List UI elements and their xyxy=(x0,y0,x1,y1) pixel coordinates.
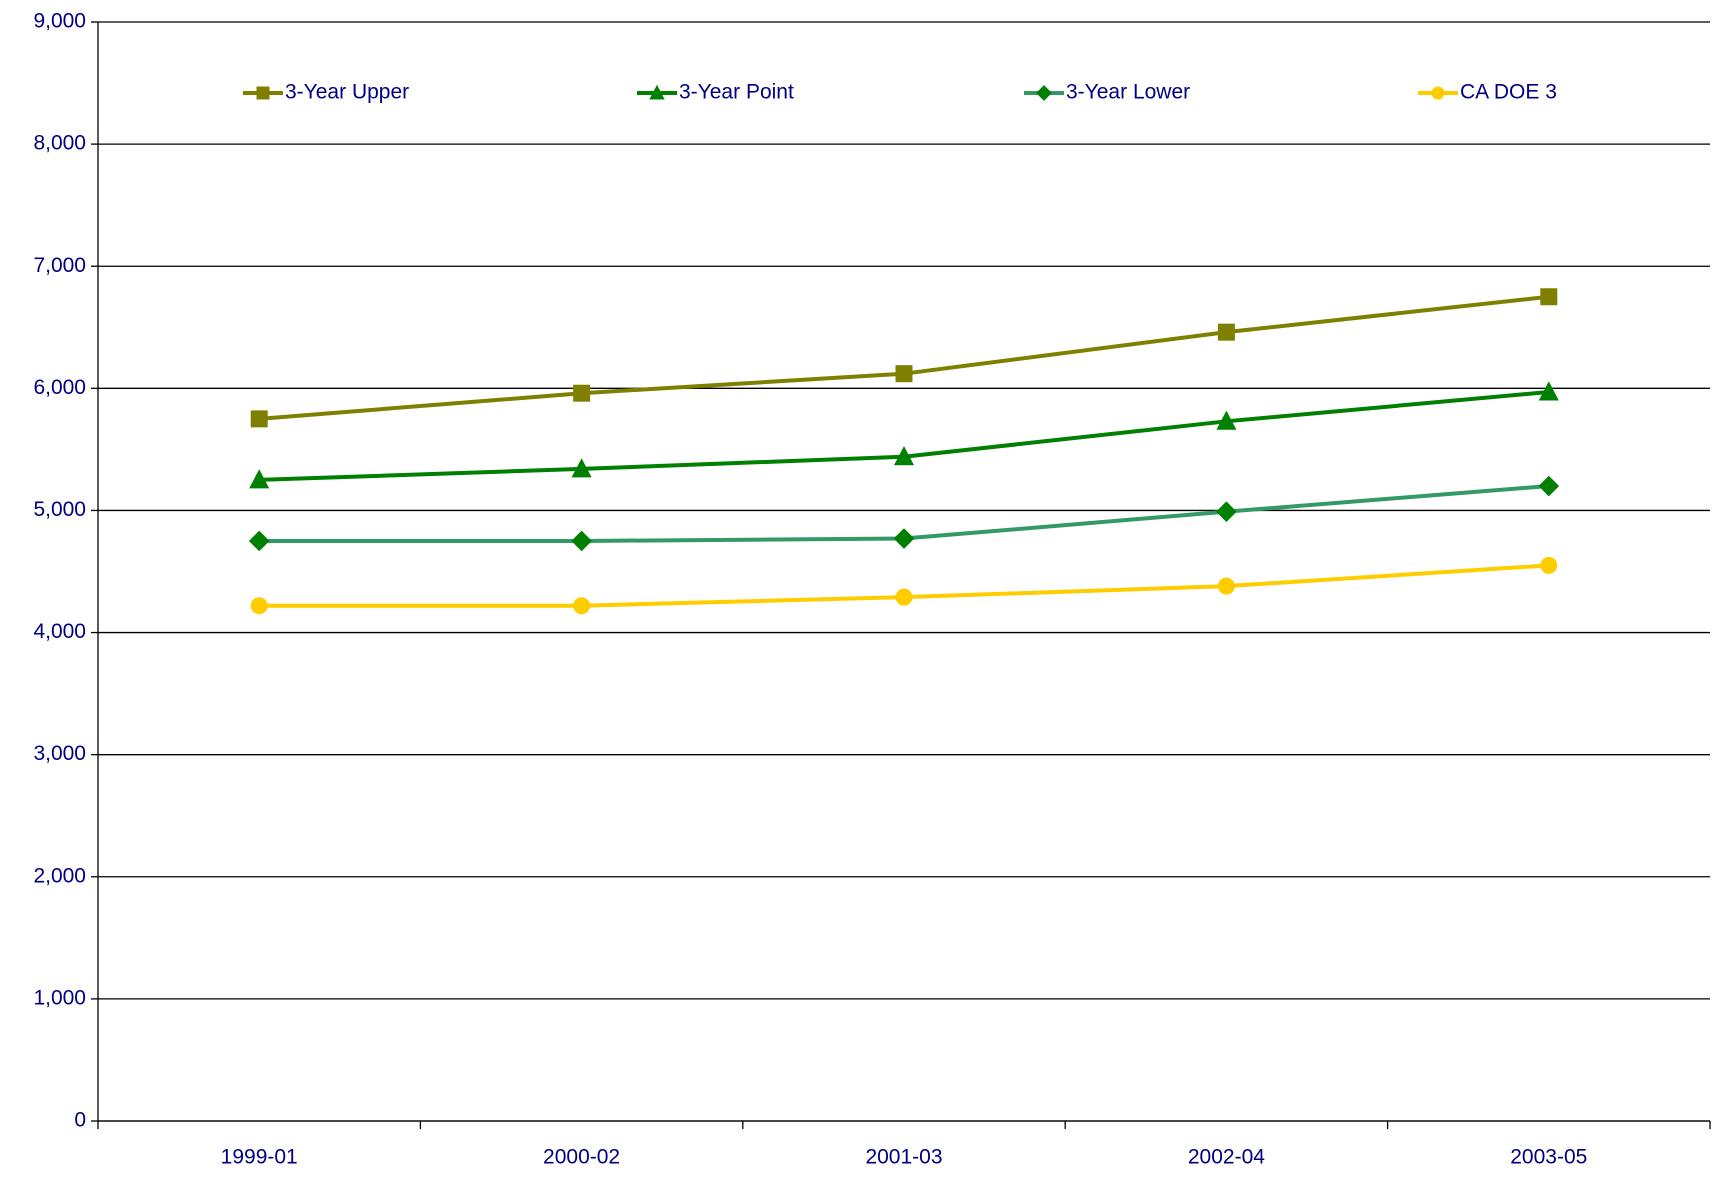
y-tick-label: 4,000 xyxy=(33,620,86,643)
y-tick-label: 5,000 xyxy=(33,498,86,521)
x-tick-label: 2001-03 xyxy=(865,1146,942,1169)
marker xyxy=(1216,501,1237,522)
marker xyxy=(649,84,665,100)
x-tick-label: 1999-01 xyxy=(221,1146,298,1169)
marker xyxy=(1217,577,1235,595)
marker xyxy=(571,530,592,552)
y-tick-label: 0 xyxy=(74,1109,86,1132)
marker xyxy=(1540,288,1558,306)
legend-label: CA DOE 3 xyxy=(1460,81,1557,104)
marker xyxy=(1216,410,1237,430)
marker xyxy=(893,446,915,466)
legend-label: 3-Year Point xyxy=(679,81,794,104)
marker xyxy=(1217,323,1235,341)
marker xyxy=(248,530,270,552)
marker xyxy=(895,365,913,383)
marker xyxy=(571,458,592,478)
marker xyxy=(1538,381,1559,401)
marker xyxy=(1538,475,1560,497)
series-line xyxy=(259,294,1550,421)
y-tick-label: 6,000 xyxy=(33,376,86,399)
marker xyxy=(895,588,913,606)
marker xyxy=(573,384,591,402)
marker xyxy=(256,86,270,100)
marker xyxy=(1431,86,1445,100)
y-tick-label: 8,000 xyxy=(33,132,86,155)
y-tick-label: 1,000 xyxy=(33,986,86,1009)
marker xyxy=(1036,85,1052,101)
legend-label: 3-Year Upper xyxy=(285,81,409,104)
y-tick-label: 9,000 xyxy=(33,10,86,33)
y-tick-label: 7,000 xyxy=(33,254,86,277)
x-tick-label: 2003-05 xyxy=(1510,1146,1587,1169)
marker xyxy=(250,597,268,615)
y-tick-label: 2,000 xyxy=(33,864,86,887)
marker xyxy=(249,469,270,489)
legend-label: 3-Year Lower xyxy=(1066,81,1190,104)
y-tick-label: 3,000 xyxy=(33,742,86,765)
marker xyxy=(573,597,591,615)
x-tick-label: 2000-02 xyxy=(543,1146,620,1169)
marker xyxy=(893,528,915,549)
x-tick-label: 2002-04 xyxy=(1188,1146,1265,1169)
marker xyxy=(1540,556,1558,574)
marker xyxy=(250,410,268,428)
